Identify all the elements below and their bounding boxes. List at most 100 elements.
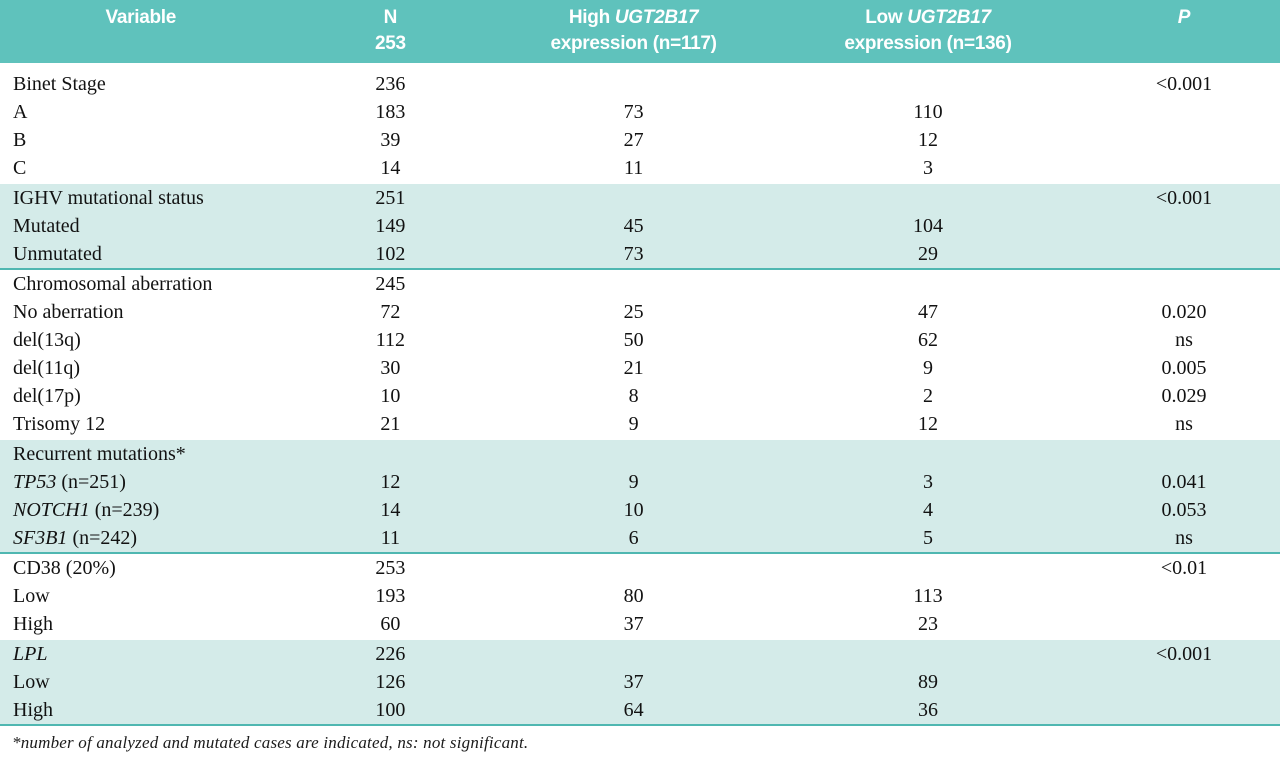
cell-high-expression: 9 xyxy=(499,468,768,496)
cell-high-expression: 73 xyxy=(499,240,768,270)
cell-high-expression: 73 xyxy=(623,101,644,123)
low-gene-label: UGT2B17 xyxy=(907,7,991,28)
cell-high-expression: 37 xyxy=(623,613,644,635)
table-row: TP53 (n=251) 12 9 3 0.041 xyxy=(0,468,1280,496)
cell-n: 39 xyxy=(380,129,401,151)
cell-low-expression: 89 xyxy=(767,668,1088,696)
table-row: Binet Stage 236 <0.001 xyxy=(0,63,1280,98)
cell-low-expression: 104 xyxy=(767,212,1088,240)
cell-p-value xyxy=(1087,668,1280,696)
cell-p-value: 0.053 xyxy=(1087,496,1280,524)
cell-variable: del(11q) xyxy=(13,357,81,379)
cell-high-expression: 64 xyxy=(499,696,768,726)
cell-n xyxy=(281,438,500,468)
cell-variable: High xyxy=(0,696,282,726)
p-header-label: P xyxy=(1177,7,1191,28)
cell-p-value xyxy=(1087,240,1280,270)
cell-low-expression: 9 xyxy=(922,357,933,379)
table-row: SF3B1 (n=242) 11 6 5 ns xyxy=(0,524,1280,554)
cell-variable: No aberration xyxy=(13,301,124,323)
cell-n: 251 xyxy=(281,182,500,212)
table-body: Binet Stage 236 <0.001 A 183 73 110 B 39 27 12 C 14 1… xyxy=(0,63,1280,726)
high-subline: expression (n=117) xyxy=(550,33,717,54)
cell-n: 14 xyxy=(380,157,401,179)
cell-n: 226 xyxy=(281,638,500,668)
cell-variable: Unmutated xyxy=(0,240,282,270)
col-header-high-expression: High UGT2B17 expression (n=117) xyxy=(499,0,768,63)
cell-low-expression: 3 xyxy=(922,157,933,179)
cell-n: 126 xyxy=(281,668,500,696)
cell-variable: IGHV mutational status xyxy=(0,182,282,212)
table-row: LPL 226 <0.001 xyxy=(0,638,1280,668)
col-header-p-value: P xyxy=(1087,0,1280,63)
cell-variable: LPL xyxy=(0,638,282,668)
table-header: Variable N 253 High UGT2B17 expression (… xyxy=(0,0,1280,63)
cell-n: 72 xyxy=(380,301,401,323)
table-row: B 39 27 12 xyxy=(0,126,1280,154)
cell-low-expression xyxy=(768,553,1088,582)
cell-high-expression: 27 xyxy=(623,129,644,151)
low-label: Low xyxy=(865,7,903,28)
cell-variable: Low xyxy=(13,585,50,607)
cell-variable: del(17p) xyxy=(13,385,81,407)
cell-n: 253 xyxy=(375,557,406,579)
n-header-label: N xyxy=(383,7,398,28)
variable-header-label: Variable xyxy=(105,7,177,28)
col-header-n: N 253 xyxy=(281,0,500,63)
table-row: IGHV mutational status 251 <0.001 xyxy=(0,182,1280,212)
table-row: del(17p) 10 8 2 0.029 xyxy=(0,382,1280,410)
table-row: Mutated 149 45 104 xyxy=(0,212,1280,240)
cell-p-value: <0.001 xyxy=(1155,73,1213,95)
cell-n: 245 xyxy=(375,273,406,295)
cell-variable: SF3B1 (n=242) xyxy=(0,524,282,554)
cell-low-expression: 12 xyxy=(917,129,938,151)
cell-p-value: 0.020 xyxy=(1161,301,1207,323)
cell-p-value xyxy=(1088,126,1280,154)
cell-n: 236 xyxy=(375,73,406,95)
cell-p-value xyxy=(1088,269,1280,298)
table-row: C 14 11 3 xyxy=(0,154,1280,183)
cell-n: 102 xyxy=(281,240,500,270)
table-row: NOTCH1 (n=239) 14 10 4 0.053 xyxy=(0,496,1280,524)
cell-low-expression: 12 xyxy=(917,413,938,435)
cell-high-expression xyxy=(499,438,768,468)
cell-n: 149 xyxy=(281,212,500,240)
cell-high-expression: 37 xyxy=(499,668,768,696)
cell-high-expression: 8 xyxy=(628,385,639,407)
cell-variable: Low xyxy=(0,668,282,696)
cell-n: 10 xyxy=(380,385,401,407)
cell-p-value: ns xyxy=(1175,329,1193,351)
cell-p-value xyxy=(1087,438,1280,468)
cell-high-expression: 9 xyxy=(628,413,639,435)
cell-low-expression: 3 xyxy=(767,468,1088,496)
cell-high-expression: 80 xyxy=(623,585,644,607)
cell-variable: Trisomy 12 xyxy=(13,413,106,435)
cell-variable: A xyxy=(13,101,28,123)
cell-n: 112 xyxy=(375,329,406,351)
table-row: A 183 73 110 xyxy=(0,98,1280,126)
cell-low-expression xyxy=(767,182,1088,212)
cell-variable: NOTCH1 (n=239) xyxy=(0,496,282,524)
cell-high-expression: 25 xyxy=(623,301,644,323)
cell-p-value xyxy=(1087,696,1280,726)
cell-n: 30 xyxy=(380,357,401,379)
cell-high-expression: 45 xyxy=(499,212,768,240)
cell-n: 14 xyxy=(281,496,500,524)
cell-high-expression xyxy=(499,182,768,212)
table-row: CD38 (20%) 253 <0.01 xyxy=(0,553,1280,582)
data-table: Variable N 253 High UGT2B17 expression (… xyxy=(0,0,1280,726)
clinical-variables-table: Variable N 253 High UGT2B17 expression (… xyxy=(0,0,1280,752)
cell-low-expression: 36 xyxy=(767,696,1088,726)
cell-high-expression xyxy=(499,638,768,668)
table-row: High 60 37 23 xyxy=(0,610,1280,639)
cell-low-expression: 2 xyxy=(922,385,933,407)
cell-low-expression: 4 xyxy=(767,496,1088,524)
cell-high-expression: 21 xyxy=(623,357,644,379)
cell-n: 11 xyxy=(281,524,500,554)
cell-variable: Recurrent mutations* xyxy=(0,438,282,468)
table-row: Unmutated 102 73 29 xyxy=(0,240,1280,270)
cell-p-value xyxy=(1087,212,1280,240)
table-row: del(13q) 112 50 62 ns xyxy=(0,326,1280,354)
cell-low-expression: 110 xyxy=(913,101,943,123)
cell-p-value xyxy=(1088,154,1280,183)
